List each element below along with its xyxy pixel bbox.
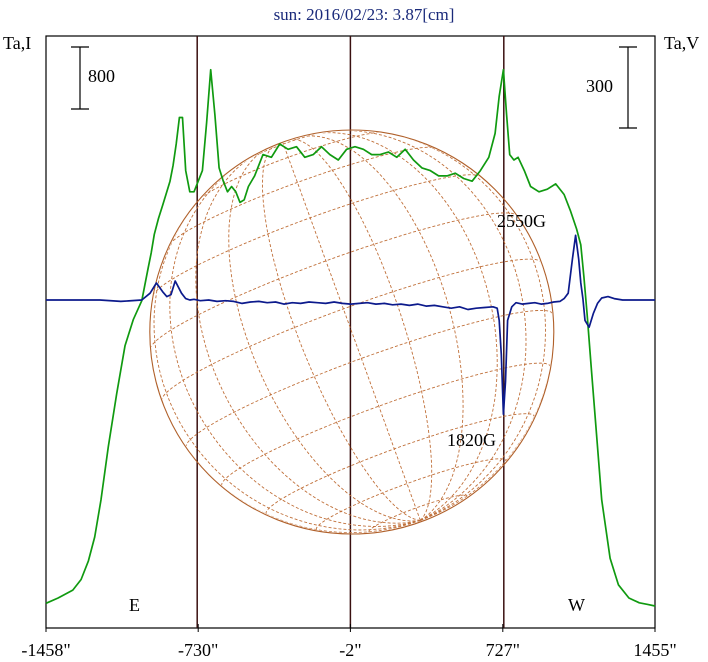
west-limb-label: W	[568, 595, 585, 615]
chart-texts: sun: 2016/02/23: 3.87[cm] Ta,I Ta,V 800 …	[3, 5, 699, 660]
longitude-line	[311, 132, 498, 521]
latitude-line	[169, 146, 436, 245]
latitude-line	[199, 131, 384, 200]
x-tick-label: 1455"	[633, 640, 676, 660]
right-axis-label: Ta,V	[664, 33, 699, 53]
left-scale-bar-label: 800	[88, 66, 115, 86]
disk-grid-lines	[150, 131, 553, 533]
x-tick-label: 727"	[486, 640, 520, 660]
x-tick-label: -2"	[339, 640, 361, 660]
x-tick-label: -1458"	[21, 640, 70, 660]
longitude-line	[169, 162, 421, 527]
x-tick-label: -730"	[178, 640, 218, 660]
longitude-line	[297, 135, 464, 521]
chart-title: sun: 2016/02/23: 3.87[cm]	[274, 5, 455, 24]
right-scale-bar-label: 300	[586, 76, 613, 96]
plot-frame	[45, 35, 656, 632]
annotation-2550g: 2550G	[497, 211, 546, 231]
annotation-1820g: 1820G	[447, 430, 496, 450]
longitude-line	[326, 131, 527, 521]
latitude-line	[265, 413, 535, 515]
intensity-series-line	[45, 68, 656, 607]
longitude-line	[290, 138, 433, 521]
left-axis-label: Ta,I	[3, 33, 31, 53]
latitude-line	[185, 309, 553, 448]
longitude-line	[262, 144, 421, 521]
chart-marks	[45, 68, 656, 607]
longitude-line	[153, 191, 421, 531]
longitude-line	[161, 400, 421, 533]
latitude-line	[315, 458, 507, 530]
longitude-line	[228, 147, 421, 522]
longitude-line	[420, 262, 553, 521]
latitude-line	[152, 174, 481, 296]
longitude-line	[282, 142, 421, 521]
east-limb-label: E	[129, 595, 140, 615]
solar-limb-circle	[149, 129, 555, 535]
longitude-line	[372, 131, 546, 521]
polarization-series-line	[46, 234, 655, 416]
latitude-line	[150, 212, 517, 349]
solar-disk-grid	[149, 129, 555, 535]
longitude-line	[195, 154, 421, 524]
